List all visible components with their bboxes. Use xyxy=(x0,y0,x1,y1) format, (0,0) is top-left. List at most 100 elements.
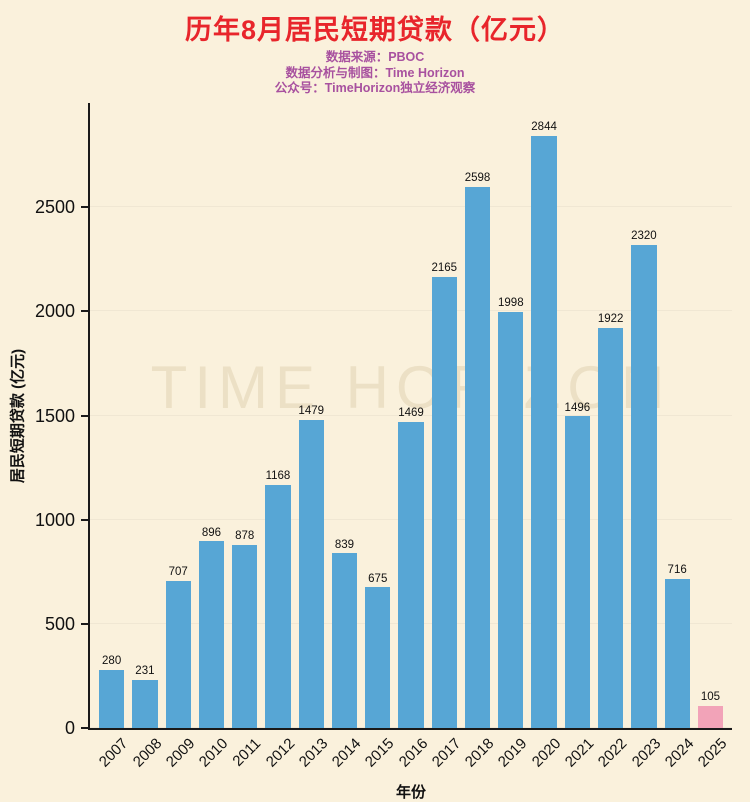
x-tick-2021: 2021 xyxy=(561,728,598,776)
bar xyxy=(365,587,391,728)
x-tick-2022: 2022 xyxy=(594,728,631,776)
subtitle-source: 数据来源：PBOC xyxy=(325,50,425,64)
x-tick-2007: 2007 xyxy=(95,728,132,776)
x-tick-2009: 2009 xyxy=(162,728,199,776)
x-tick-2013: 2013 xyxy=(295,728,332,776)
x-tick-label: 2018 xyxy=(461,735,498,771)
bar xyxy=(664,578,690,728)
bar-value-label: 105 xyxy=(700,691,720,704)
bar xyxy=(198,541,225,728)
gridline xyxy=(90,310,732,312)
x-tick-label: 2016 xyxy=(395,735,432,771)
bar-value-label: 2320 xyxy=(631,230,657,243)
x-tick-2011: 2011 xyxy=(228,728,265,776)
y-tick-label: 1500 xyxy=(34,405,75,426)
bar-group-2022: 1922 xyxy=(594,103,627,728)
x-tick-2012: 2012 xyxy=(261,728,298,776)
x-tick-2023: 2023 xyxy=(627,728,664,776)
x-tick-label: 2023 xyxy=(628,735,664,771)
subtitle-analyst: 数据分析与制图：Time Horizon xyxy=(285,65,465,80)
bar xyxy=(331,553,358,728)
bar-value-label: 231 xyxy=(135,665,155,678)
bar-group-2021: 1496 xyxy=(561,103,594,728)
bar-group-2007: 280 xyxy=(95,103,128,728)
x-tick-2014: 2014 xyxy=(328,728,365,776)
x-tick-label: 2014 xyxy=(328,735,365,771)
x-tick-2025: 2025 xyxy=(694,728,731,776)
bar xyxy=(464,186,491,728)
bar xyxy=(298,419,324,728)
bar-value-label: 280 xyxy=(102,655,122,668)
bar-group-2012: 1168 xyxy=(261,103,294,728)
bar-group-2017: 2165 xyxy=(428,103,461,728)
bar-value-label: 1998 xyxy=(498,297,524,310)
x-tick-2010: 2010 xyxy=(195,728,232,776)
bar xyxy=(431,276,457,728)
x-tick-label: 2013 xyxy=(295,735,332,771)
bar-value-label: 2844 xyxy=(531,120,557,133)
subtitle-account: 公众号：TimeHorizon独立经济观察 xyxy=(274,81,476,95)
x-tick-2017: 2017 xyxy=(428,728,465,776)
bar xyxy=(98,669,125,728)
gridline xyxy=(90,414,732,416)
x-tick-label: 2022 xyxy=(595,735,631,771)
bar-group-2015: 675 xyxy=(361,103,394,728)
bar-group-2009: 707 xyxy=(162,103,195,728)
x-tick-label: 2010 xyxy=(195,735,232,771)
bar-group-2024: 716 xyxy=(661,103,694,728)
y-tick-mark xyxy=(81,414,90,417)
bar-group-2018: 2598 xyxy=(461,103,494,728)
bar-value-label: 716 xyxy=(667,564,687,577)
x-tick-label: 2021 xyxy=(561,735,598,771)
y-tick-label: 0 xyxy=(64,718,75,738)
gridline xyxy=(90,206,732,208)
x-tick-label: 2025 xyxy=(694,735,731,771)
x-tick-2018: 2018 xyxy=(461,728,498,776)
bar-value-label: 1469 xyxy=(398,407,424,420)
x-axis-title: 年份 xyxy=(395,784,426,801)
chart-subtitle: 数据来源：PBOC 数据分析与制图：Time Horizon 公众号：TimeH… xyxy=(0,50,750,97)
bar-group-2014: 839 xyxy=(328,103,361,728)
chart-title: 历年8月居民短期贷款（亿元） xyxy=(184,15,565,45)
bar xyxy=(265,484,291,728)
x-tick-2015: 2015 xyxy=(361,728,398,776)
y-tick-mark xyxy=(81,622,90,625)
bar xyxy=(498,311,524,728)
bar-value-label: 1168 xyxy=(265,470,291,483)
bar-group-2010: 896 xyxy=(195,103,228,728)
bar-group-2008: 231 xyxy=(128,103,161,728)
y-tick-mark xyxy=(81,310,90,313)
x-tick-label: 2012 xyxy=(262,735,298,771)
x-tick-label: 2024 xyxy=(661,735,698,771)
bar-value-label: 2598 xyxy=(464,172,491,185)
bar-group-2016: 1469 xyxy=(394,103,427,728)
bar xyxy=(597,327,624,728)
y-tick-mark xyxy=(81,518,90,521)
y-tick-label: 1000 xyxy=(34,509,75,530)
bar-group-2025: 105 xyxy=(694,103,727,728)
y-tick-label: 2500 xyxy=(34,197,75,218)
x-tick-label: 2020 xyxy=(528,735,565,771)
x-tick-2020: 2020 xyxy=(527,728,564,776)
x-tick-label: 2009 xyxy=(162,735,199,771)
x-tick-label: 2011 xyxy=(229,735,265,770)
bar-value-label: 675 xyxy=(368,572,388,585)
bar-value-label: 707 xyxy=(168,566,188,579)
bar xyxy=(531,135,557,728)
bar-group-2020: 2844 xyxy=(527,103,560,728)
x-tick-2008: 2008 xyxy=(128,728,165,776)
bar-series: 280 231 707 896 878 1168 1479 839 675 1469 2165 259… xyxy=(90,103,732,728)
bar xyxy=(232,545,258,728)
x-tick-label: 2015 xyxy=(362,735,398,771)
bar-value-label: 839 xyxy=(334,538,355,551)
x-tick-label: 2019 xyxy=(495,735,531,771)
x-tick-label: 2007 xyxy=(96,735,132,771)
x-tick-2016: 2016 xyxy=(394,728,431,776)
bar-value-label: 896 xyxy=(201,526,222,539)
x-tick-label: 2008 xyxy=(129,735,165,771)
bar-value-label: 878 xyxy=(235,530,255,543)
x-tick-label: 2017 xyxy=(428,735,465,771)
y-axis-title: 居民短期贷款 (亿元) xyxy=(9,348,27,484)
bar-value-label: 1496 xyxy=(564,401,591,414)
